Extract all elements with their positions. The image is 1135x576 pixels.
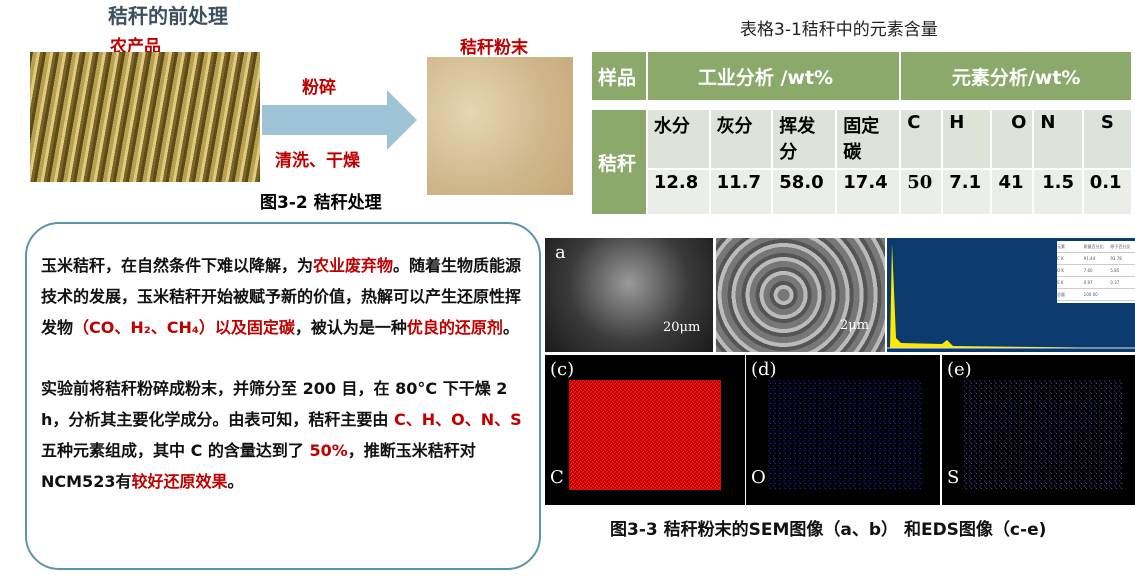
value-cell: 11.7 — [708, 168, 774, 216]
label-e: (e) — [947, 359, 972, 380]
highlight-text: 较好还原效果 — [131, 472, 228, 491]
element-e: S — [947, 467, 960, 488]
eds-table-cell: 0.97 — [1083, 280, 1093, 285]
eds-map-c: (c) C — [545, 355, 745, 505]
col-header: O — [990, 108, 1035, 170]
eds-table-cell: 91.44 — [1083, 256, 1096, 261]
body-text: ，被认为是一种 — [294, 318, 407, 337]
eds-table-cell: O K — [1057, 268, 1065, 273]
body-text: ，推断玉米秸秆对NCM523有 — [41, 441, 476, 491]
col-header: C — [899, 108, 944, 170]
highlight-text: （CO、H₂、CH₄）以及固定碳 — [73, 318, 295, 337]
paragraph-1: 玉米秸秆，在自然条件下难以降解，为农业废弃物。随着生物质能源技术的发展，玉米秸秆… — [41, 250, 525, 343]
highlight-text: 50% — [309, 441, 348, 460]
label-d: (d) — [751, 359, 777, 380]
value-cell: 0.1 — [1081, 168, 1134, 216]
eds-spectrum-plot — [887, 243, 1135, 349]
eds-table-cell: 93.78 — [1110, 256, 1122, 261]
slide-title: 秸秆的前处理 — [108, 4, 228, 28]
eds-table-cell: 质量百分比 — [1083, 244, 1104, 249]
eds-table-cell: 总量 — [1057, 292, 1065, 297]
eds-table-cell: C K — [1057, 256, 1064, 261]
straw-image — [30, 52, 260, 182]
eds-table-cell: 5.85 — [1110, 268, 1120, 273]
value-cell: 17.4 — [835, 168, 902, 216]
eds-table-cell: 原子百分比 — [1110, 244, 1131, 249]
body-text: 五种元素组成，其中 C 的含量达到了 — [41, 441, 310, 460]
element-header: 元素分析/wt% — [899, 50, 1133, 102]
sulfur-map — [962, 380, 1122, 490]
col-header: N — [1032, 108, 1084, 170]
step-crush: 粉碎 — [302, 78, 336, 98]
col-header: S — [1081, 108, 1134, 170]
step-wash-dry: 清洗、干燥 — [275, 151, 360, 171]
col-header: 挥发分 — [771, 108, 838, 170]
value-cell: 58.0 — [771, 168, 838, 216]
paragraph-2: 实验前将秸秆粉碎成粉末，并筛分至 200 目，在 80°C 下干燥 2 h，分析… — [41, 373, 525, 497]
sem-image-b: 2μm — [716, 238, 885, 352]
eds-table-row: O K 7.60 5.85 — [1057, 265, 1135, 277]
highlight-text: 农业废弃物 — [313, 256, 394, 275]
process-arrow-icon — [262, 90, 417, 150]
description-box: 玉米秸秆，在自然条件下难以降解，为农业废弃物。随着生物质能源技术的发展，玉米秸秆… — [25, 222, 541, 570]
eds-table-row: 总量 100.00 — [1057, 289, 1135, 301]
col-header: 灰分 — [708, 108, 774, 170]
eds-table-cell: 元素 — [1057, 244, 1065, 249]
product-label: 秸秆粉末 — [460, 38, 528, 58]
eds-table: 元素 质量百分比 原子百分比 C K 91.44 93.78 O K 7.60 5.85 S K 0… — [1057, 241, 1135, 303]
body-text: 。 — [227, 472, 244, 491]
eds-map-e: (e) S — [942, 355, 1135, 505]
figure-caption: 图3-3 秸秆粉末的SEM图像（a、b） 和EDS图像（c-e) — [610, 520, 1047, 540]
body-text: 实验前将秸秆粉碎成粉末，并筛分至 200 目，在 80°C 下干燥 2 h，分析… — [41, 379, 508, 429]
composition-table: 样品 工业分析 /wt% 元素分析/wt% 秸秆 水分 灰分 挥发分 固定碳 C… — [590, 50, 1134, 216]
scale-a: 20μm — [663, 320, 701, 335]
carbon-map — [569, 380, 721, 490]
body-text: 。 — [502, 318, 519, 337]
eds-table-cell: S K — [1057, 280, 1064, 285]
sample-name: 秸秆 — [590, 108, 648, 216]
element-c: C — [550, 467, 564, 488]
eds-table-row: C K 91.44 93.78 — [1057, 253, 1135, 265]
element-d: O — [751, 467, 766, 488]
powder-image — [427, 57, 573, 195]
body-text: 玉米秸秆，在自然条件下难以降解，为 — [41, 256, 314, 275]
table-title: 表格3-1秸秆中的元素含量 — [740, 20, 938, 40]
highlight-text: C、H、O、N、S — [393, 410, 522, 429]
eds-table-cell: 0.37 — [1110, 280, 1120, 285]
value-cell: 7.1 — [941, 168, 993, 216]
eds-map-d: (d) O — [746, 355, 940, 505]
body-text: 。随着生物质能源技术的发展，玉米秸秆开始被赋予新的价值，热解可以产生还原性挥发物 — [41, 256, 522, 337]
eds-table-cell: 7.60 — [1083, 268, 1093, 273]
eds-table-row: 元素 质量百分比 原子百分比 — [1057, 241, 1135, 253]
eds-spectrum: 元素 质量百分比 原子百分比 C K 91.44 93.78 O K 7.60 5.85 S K 0… — [887, 238, 1135, 352]
col-header: H — [941, 108, 993, 170]
value-cell: 12.8 — [645, 168, 711, 216]
process-caption: 图3-2 秸秆处理 — [260, 193, 382, 213]
oxygen-map — [766, 380, 921, 490]
eds-table-cell — [1110, 289, 1135, 300]
label-c: (c) — [550, 359, 575, 380]
industrial-header: 工业分析 /wt% — [645, 50, 902, 102]
value-cell: 41 — [990, 168, 1035, 216]
sample-header: 样品 — [590, 50, 648, 102]
sem-image-a: a 20μm — [545, 238, 713, 352]
eds-table-cell: 100.00 — [1083, 292, 1098, 297]
label-a: a — [555, 242, 566, 263]
value-cell: 1.5 — [1032, 168, 1084, 216]
eds-table-row: S K 0.97 0.37 — [1057, 277, 1135, 289]
col-header: 水分 — [645, 108, 711, 170]
highlight-text: 优良的还原剂 — [406, 318, 503, 337]
scale-b: 2μm — [840, 318, 870, 333]
value-cell: 50 — [899, 168, 944, 216]
col-header: 固定碳 — [835, 108, 902, 170]
